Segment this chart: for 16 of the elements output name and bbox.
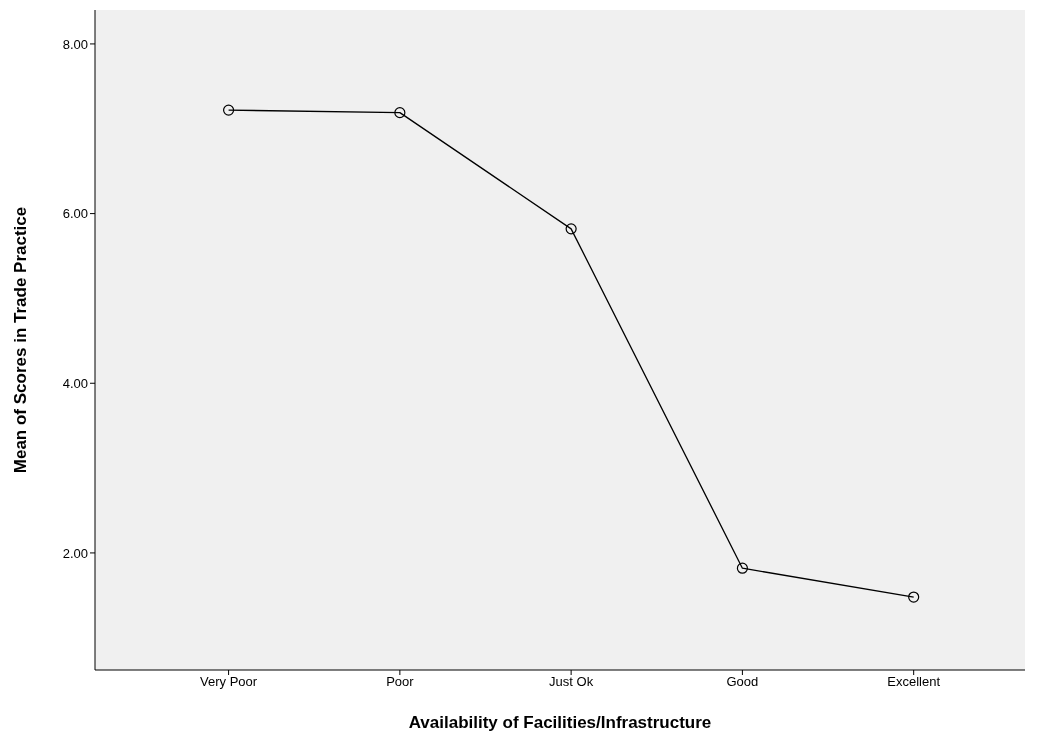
y-tick-label: 8.00 bbox=[62, 36, 88, 52]
point bbox=[222, 104, 235, 116]
point bbox=[565, 223, 577, 235]
point bbox=[394, 107, 406, 119]
x-tick-label: Just Ok bbox=[549, 674, 594, 690]
x-tick-label: Good bbox=[726, 674, 759, 690]
y-tick-label: 2.00 bbox=[62, 545, 88, 561]
point bbox=[736, 562, 748, 574]
y-axis-title: Mean of Scores in Trade Practice bbox=[11, 206, 31, 474]
y-tick-label: 4.00 bbox=[62, 375, 88, 391]
x-axis-title: Availability of Facilities/Infrastructure bbox=[408, 713, 712, 732]
x-tick-label: Poor bbox=[386, 674, 415, 690]
y-tick-label: 6.00 bbox=[62, 206, 88, 222]
point bbox=[908, 591, 920, 603]
x-tick-label: Very Poor bbox=[200, 674, 258, 690]
x-tick-label: Excellent bbox=[887, 674, 941, 690]
